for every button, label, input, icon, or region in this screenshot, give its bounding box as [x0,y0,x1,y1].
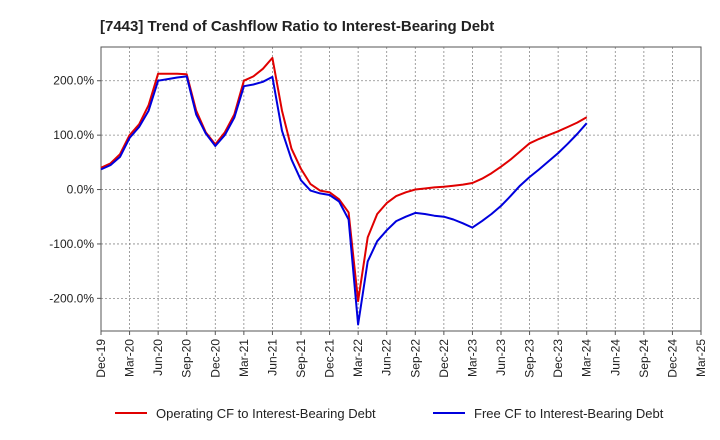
grid [101,47,701,331]
x-tick-label: Mar-25 [694,339,708,377]
x-tick-label: Jun-20 [151,339,165,376]
x-tick-label: Dec-21 [323,339,337,378]
x-tick-label: Jun-22 [380,339,394,376]
legend-label-1: Operating CF to Interest-Bearing Debt [156,406,376,421]
x-tick-label: Mar-24 [580,339,594,377]
legend: Operating CF to Interest-Bearing Debt Fre… [115,406,664,421]
x-tick-label: Sep-21 [294,339,308,378]
x-tick-label: Mar-22 [351,339,365,377]
x-tick-label: Sep-24 [637,339,651,378]
x-tick-label: Mar-23 [465,339,479,377]
series-lines [100,56,588,326]
y-tick-label: -200.0% [49,291,94,305]
y-tick-label: 0.0% [67,183,95,197]
x-tick-label: Mar-20 [123,339,137,377]
y-tick-label: -100.0% [49,237,94,251]
y-tick-label: 200.0% [53,74,94,88]
x-tick-label: Dec-24 [665,339,679,378]
x-tick-label: Jun-21 [265,339,279,376]
x-tick-label: Sep-23 [523,339,537,378]
chart-title: [7443] Trend of Cashflow Ratio to Intere… [100,18,494,35]
axes: Dec-19 Mar-20 Jun-20 Sep-20 Dec-20 Mar-21 Jun-… [49,46,708,378]
x-tick-label: Mar-21 [237,339,251,377]
y-tick-label: 100.0% [53,128,94,142]
x-tick-label: Sep-22 [408,339,422,378]
x-tick-label: Dec-20 [208,339,222,378]
series-line-2 [100,75,588,326]
series-line-1 [100,56,588,303]
legend-label-2: Free CF to Interest-Bearing Debt [474,406,664,421]
x-tick-label: Jun-23 [494,339,508,376]
x-tick-label: Dec-19 [94,339,108,378]
x-tick-label: Dec-23 [551,339,565,378]
x-tick-label: Jun-24 [608,339,622,376]
x-tick-label: Dec-22 [437,339,451,378]
x-tick-label: Sep-20 [180,339,194,378]
plot-frame [100,46,702,332]
